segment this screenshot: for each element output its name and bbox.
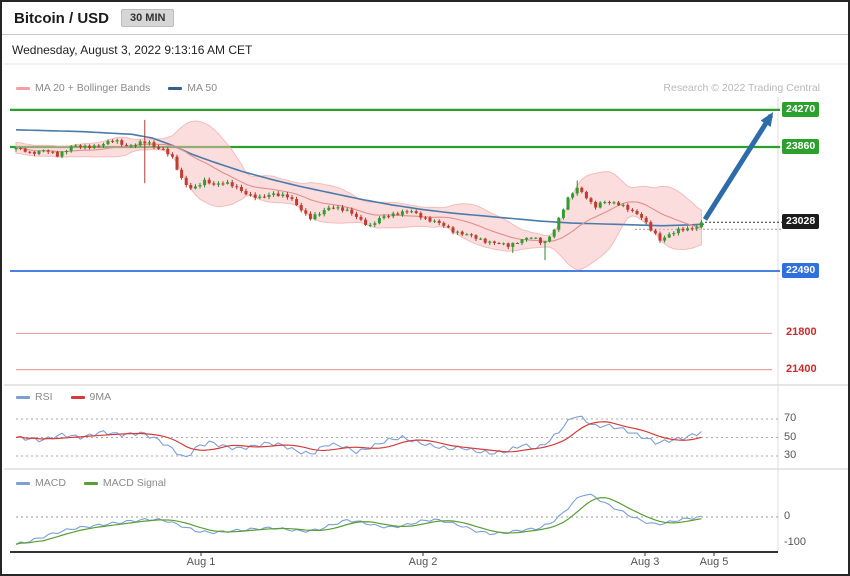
macd-signal-line bbox=[15, 497, 702, 545]
trend-arrow bbox=[702, 111, 774, 221]
macd-legend: MACD MACD Signal bbox=[16, 477, 166, 489]
legend-label-macd-signal: MACD Signal bbox=[102, 477, 166, 489]
price-legend: MA 20 + Bollinger Bands MA 50 bbox=[16, 82, 217, 94]
rsi-swatch-icon bbox=[16, 395, 30, 399]
rsi-9ma-line bbox=[15, 421, 702, 453]
ma20-bollinger-swatch-icon bbox=[16, 86, 30, 90]
legend-item-ma50: MA 50 bbox=[168, 82, 217, 94]
macd-signal-swatch-icon bbox=[83, 481, 98, 485]
instrument-title: Bitcoin / USD bbox=[14, 9, 110, 27]
rsi-9ma-swatch-icon bbox=[70, 395, 85, 399]
ma20-line bbox=[15, 143, 702, 242]
legend-label-rsi-9ma: 9MA bbox=[89, 391, 112, 403]
legend-label-rsi: RSI bbox=[35, 391, 53, 403]
legend-item-rsi: RSI bbox=[16, 391, 53, 403]
macd-panel bbox=[15, 493, 702, 545]
legend-item-rsi-9ma: 9MA bbox=[70, 391, 112, 403]
legend-label-macd: MACD bbox=[35, 477, 66, 489]
macd-swatch-icon bbox=[16, 481, 30, 485]
chart-header: Bitcoin / USD 30 MIN bbox=[2, 2, 848, 35]
legend-item-ma20-bollinger: MA 20 + Bollinger Bands bbox=[16, 82, 150, 94]
legend-item-macd: MACD bbox=[16, 477, 66, 489]
price-panel bbox=[14, 119, 705, 271]
research-credit: Research © 2022 Trading Central bbox=[663, 82, 820, 94]
legend-label-ma20-bollinger: MA 20 + Bollinger Bands bbox=[35, 82, 151, 94]
rsi-legend: RSI 9MA bbox=[16, 391, 111, 403]
timeframe-badge: 30 MIN bbox=[121, 9, 175, 27]
rsi-line bbox=[15, 415, 702, 458]
candlestick-series bbox=[14, 119, 703, 261]
bollinger-band bbox=[15, 120, 702, 271]
ma50-swatch-icon bbox=[168, 86, 183, 90]
legend-item-macd-signal: MACD Signal bbox=[83, 477, 166, 489]
macd-line bbox=[15, 493, 702, 545]
ma50-line bbox=[15, 129, 705, 227]
chart-datetime: Wednesday, August 3, 2022 9:13:16 AM CET bbox=[12, 43, 253, 57]
rsi-panel bbox=[15, 415, 702, 458]
legend-label-ma50: MA 50 bbox=[187, 82, 218, 94]
